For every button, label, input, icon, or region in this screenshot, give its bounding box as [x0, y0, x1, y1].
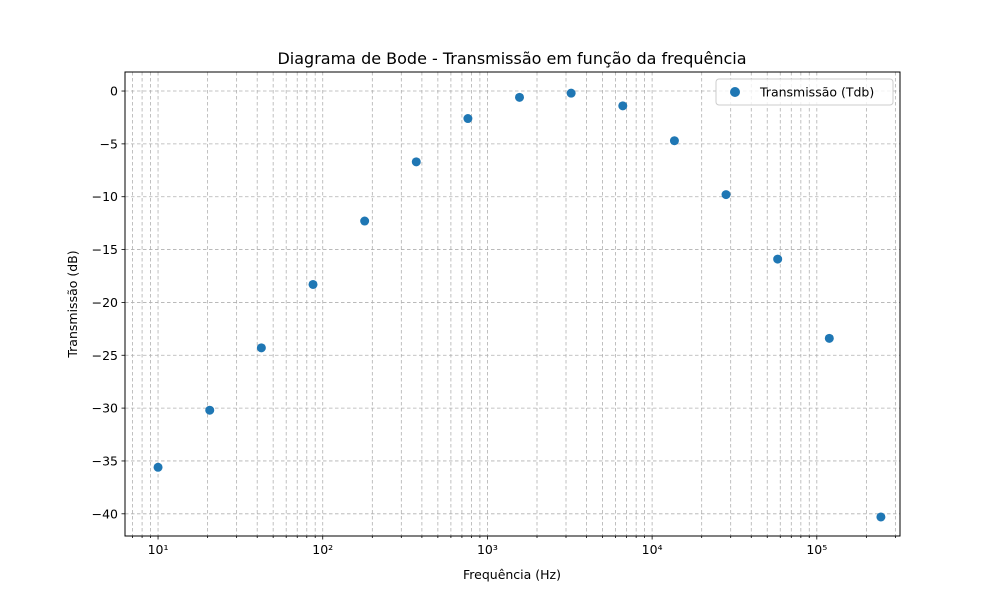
data-point: [205, 405, 215, 415]
y-tick-label: −25: [92, 348, 118, 363]
x-axis-label: Frequência (Hz): [463, 567, 561, 582]
legend-box: [715, 78, 894, 106]
x-tick-label: 10¹: [148, 542, 169, 557]
grid: [125, 72, 900, 536]
x-tick-label: 10⁵: [806, 542, 827, 557]
data-point: [308, 279, 318, 289]
y-tick-label: −35: [92, 453, 118, 468]
legend: Transmissão (Tdb): [715, 78, 894, 106]
plot-frame: [124, 71, 901, 537]
y-axis-label: Transmissão (dB): [65, 250, 80, 358]
data-point: [824, 333, 834, 343]
y-tick-label: 0: [110, 84, 118, 99]
y-tick-label: −20: [92, 295, 118, 310]
data-point: [721, 190, 731, 200]
y-tick-label: −15: [92, 242, 118, 257]
data-point: [773, 254, 783, 264]
x-tick-label: 10⁴: [642, 542, 663, 557]
y-tick-label: −40: [92, 506, 118, 521]
data-point: [411, 157, 421, 167]
y-tick-label: −10: [92, 189, 118, 204]
data-point: [566, 88, 576, 98]
data-point: [515, 92, 525, 102]
axis-ticks: 0 −5 −10 −15 −20 −25 −30 −35 −40 10¹ 10² 10³ 10⁴ 10⁵: [92, 84, 896, 557]
legend-label: Transmissão (Tdb): [759, 85, 874, 100]
data-point: [256, 343, 266, 353]
y-tick-label: −30: [92, 401, 118, 416]
x-tick-label: 10³: [477, 542, 498, 557]
data-point: [669, 136, 679, 146]
data-point: [618, 101, 628, 111]
x-tick-label: 10²: [312, 542, 333, 557]
data-points: [153, 88, 886, 522]
legend-marker: [730, 87, 740, 97]
chart-title: Diagrama de Bode - Transmissão em função…: [277, 49, 746, 68]
data-point: [153, 462, 163, 472]
data-point: [360, 216, 370, 226]
data-point: [463, 114, 473, 124]
data-point: [876, 512, 886, 522]
y-tick-label: −5: [100, 136, 118, 151]
